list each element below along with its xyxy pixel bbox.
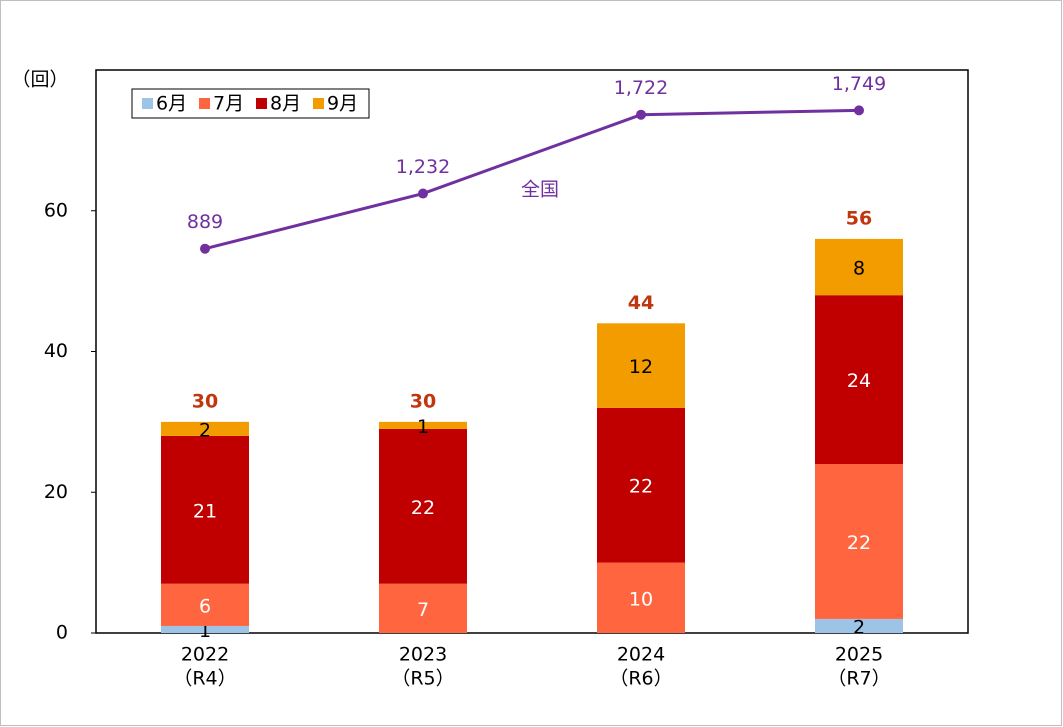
bar-segment [161, 625, 249, 633]
bar-segment [815, 464, 903, 619]
y-tick-label: 0 [56, 622, 68, 644]
total-label: 30 [410, 390, 436, 412]
legend-swatch [256, 98, 267, 109]
bar-segment [161, 435, 249, 584]
bar-segment [815, 238, 903, 296]
value-label: 8 [853, 258, 865, 280]
value-label: 24 [847, 370, 871, 392]
line-value-label: 1,722 [614, 77, 668, 99]
x-tick-label: 2023 [399, 644, 447, 666]
line-label: 全国 [521, 179, 559, 201]
line-point [636, 109, 646, 120]
total-label: 56 [846, 207, 872, 229]
legend-swatch [142, 98, 153, 109]
value-label: 22 [847, 532, 871, 554]
bar-segment [597, 562, 685, 633]
y-axis-label: （回） [11, 69, 68, 91]
line-value-label: 1,232 [396, 156, 450, 178]
line-value-label: 1,749 [832, 73, 886, 95]
value-label: 10 [629, 588, 653, 610]
x-tick-sublabel: （R4） [173, 668, 236, 690]
bar-segment [379, 583, 467, 633]
total-label: 44 [628, 292, 654, 314]
value-label: 22 [411, 497, 435, 519]
x-tick-sublabel: （R5） [391, 668, 454, 690]
value-label: 2 [853, 616, 865, 638]
bar-segment [815, 295, 903, 465]
value-label: 1 [417, 416, 429, 438]
x-tick-label: 2025 [835, 644, 883, 666]
bar-segment [379, 428, 467, 584]
total-label: 30 [192, 390, 218, 412]
value-label: 22 [629, 476, 653, 498]
line [204, 108, 860, 251]
value-label: 2 [199, 419, 211, 441]
x-tick-label: 2024 [617, 644, 665, 666]
legend-label: 7月 [213, 93, 244, 115]
bar-segment [161, 421, 249, 436]
legend-label: 9月 [327, 93, 358, 115]
bar-segment [379, 421, 467, 429]
bar-segment [597, 323, 685, 408]
legend-label: 8月 [270, 93, 301, 115]
line-point [200, 243, 210, 254]
y-tick-label: 60 [44, 199, 68, 221]
bar-segment [815, 618, 903, 633]
legend-swatch [199, 98, 210, 109]
value-label: 7 [417, 599, 429, 621]
bar-segment [597, 407, 685, 563]
legend-box [131, 88, 370, 119]
y-tick-label: 40 [44, 340, 68, 362]
line-point [418, 188, 428, 199]
bar-segment [161, 583, 249, 626]
line-value-label: 889 [187, 211, 223, 233]
value-label: 12 [629, 356, 653, 378]
legend-swatch [313, 98, 324, 109]
x-tick-label: 2022 [181, 644, 229, 666]
line-point [854, 105, 864, 116]
value-label: 21 [193, 500, 217, 522]
y-tick-label: 20 [44, 481, 68, 503]
x-tick-sublabel: （R6） [609, 668, 672, 690]
x-tick-sublabel: （R7） [827, 668, 890, 690]
legend-label: 6月 [156, 93, 187, 115]
value-label: 6 [199, 595, 211, 617]
